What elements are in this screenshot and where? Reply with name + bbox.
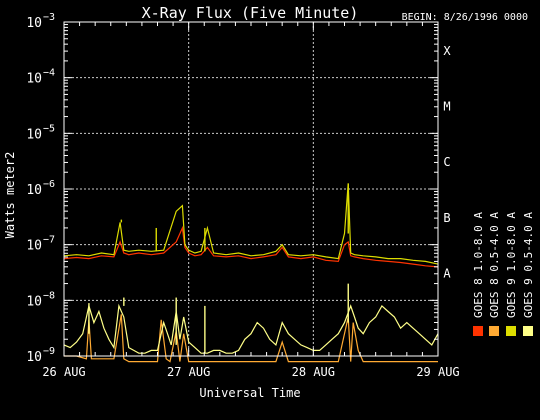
legend-label: GOES 9 1.0-8.0 A <box>505 212 518 318</box>
legend-swatch <box>489 326 499 336</box>
chart-title: X-Ray Flux (Five Minute) <box>142 4 359 22</box>
x-tick-label: 27 AUG <box>167 365 210 379</box>
legend-swatch <box>523 326 533 336</box>
plot-area: 10−910−810−710−610−510−410 −326 AUG 27 AUG… <box>26 12 459 379</box>
x-axis-label: Universal Time <box>199 386 300 400</box>
y-tick-label: 10 <box>26 239 42 254</box>
series-line-3 <box>63 303 439 354</box>
y-tick-label: 10 <box>26 350 42 365</box>
legend-swatch <box>506 326 516 336</box>
y-tick-label: 10 <box>26 183 42 198</box>
flare-class-label: C <box>443 155 450 169</box>
y-tick-exponent: −4 <box>43 68 55 79</box>
y-tick-exponent: −7 <box>43 235 55 246</box>
series-line-0 <box>63 225 439 268</box>
flare-class-label: B <box>443 211 450 225</box>
y-tick-label: 10 <box>26 72 42 87</box>
y-tick-exponent: −6 <box>43 179 55 190</box>
y-axis-label: Watts meter2 <box>3 152 17 239</box>
y-tick-label: 10 <box>26 294 42 309</box>
series-line-1 <box>64 314 438 363</box>
y-tick-exponent: −8 <box>43 290 55 301</box>
y-tick-exponent: −3 <box>43 12 55 23</box>
begin-label: BEGIN: 8/26/1996 0000 <box>402 12 528 23</box>
flare-class-label: X <box>443 44 451 58</box>
legend-swatch <box>473 326 483 336</box>
legend: GOES 8 1.0-8.0 A GOES 8 0.5-4.0 A GOES 9 1… <box>472 212 535 336</box>
x-tick-label: 29 AUG <box>416 365 459 379</box>
legend-label: GOES 8 1.0-8.0 A <box>472 212 485 318</box>
y-tick-label: 10 <box>26 16 42 31</box>
legend-label: GOES 9 0.5-4.0 A <box>522 212 535 318</box>
legend-label: GOES 8 0.5-4.0 A <box>488 212 501 318</box>
x-tick-label: 26 AUG <box>42 365 85 379</box>
flare-class-label: M <box>443 100 450 114</box>
flare-class-label: A <box>443 267 451 281</box>
series-line-2 <box>63 183 439 265</box>
x-tick-label: 28 AUG <box>292 365 335 379</box>
y-tick-exponent: −5 <box>43 123 55 134</box>
y-tick-label: 10 <box>26 127 42 142</box>
y-tick-exponent: −9 <box>43 346 55 357</box>
